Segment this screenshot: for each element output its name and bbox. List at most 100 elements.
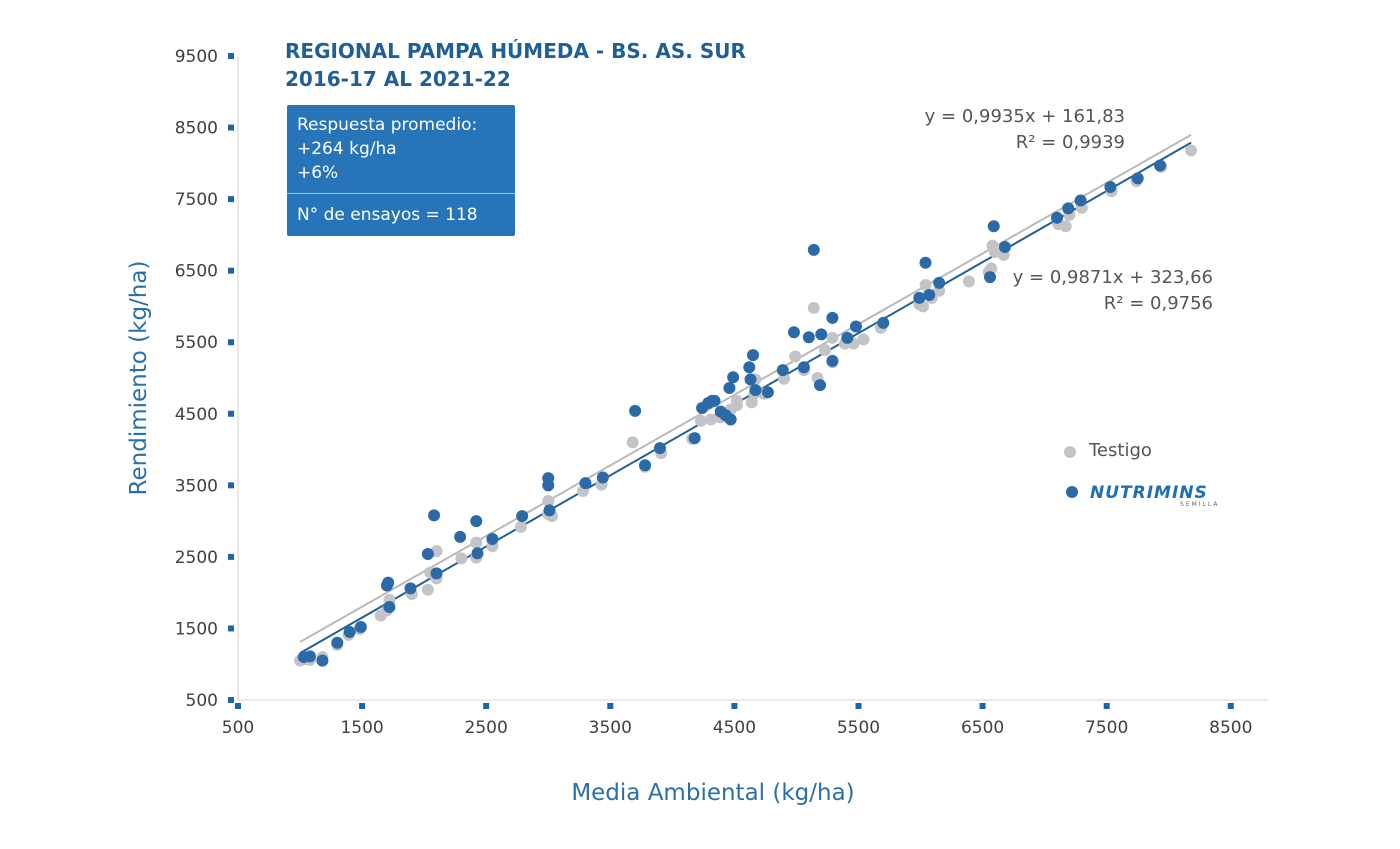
nutrimins-point (579, 477, 592, 490)
nutrimins-point (987, 220, 1000, 233)
y-tick-marker (228, 196, 234, 203)
y-tick-label: 2500 (175, 548, 218, 568)
y-tick-label: 5500 (175, 333, 218, 353)
testigo-point (730, 394, 743, 407)
testigo-point (962, 275, 975, 288)
nutrimins-point (382, 576, 395, 589)
testigo-point (789, 350, 802, 363)
x-tick-label: 6500 (961, 718, 1004, 738)
nutrimins-point (639, 459, 652, 472)
testigo-point (455, 552, 468, 565)
testigo-point (826, 331, 839, 344)
legend-label-nutrimins: NUTRIMINS (1090, 483, 1208, 503)
testigo-point (818, 344, 831, 357)
nutrimins-point (516, 510, 529, 523)
info-line-1: Respuesta promedio: (297, 115, 478, 135)
nutrimins-point (1051, 211, 1064, 224)
chart-title-line-2: 2016-17 AL 2021-22 (285, 67, 511, 91)
x-tick-marker (979, 703, 986, 709)
y-tick-marker (228, 482, 234, 489)
nutrimins-point (421, 548, 434, 561)
y-tick-label: 9500 (175, 47, 218, 67)
nutrimins-point (787, 326, 800, 339)
nutrimins-point (998, 241, 1011, 254)
testigo-point (1059, 220, 1072, 233)
testigo-trend-r2: R² = 0,9756 (1104, 293, 1213, 314)
chart-title-line-1: REGIONAL PAMPA HÚMEDA - BS. AS. SUR (285, 39, 746, 63)
nutrimins-point (486, 533, 499, 545)
y-tick-marker (228, 267, 234, 274)
nutrimins-point (430, 567, 443, 580)
nutrimins-point (303, 650, 316, 663)
nutrimins-logo: NUTRIMINS SEMILLA (1090, 483, 1217, 508)
nutrimins-point (1131, 172, 1144, 185)
nutrimins-point (802, 331, 815, 344)
nutrimins-point (708, 394, 721, 407)
legend-marker-testigo (1064, 446, 1076, 458)
nutrimins-point (316, 654, 329, 667)
nutrimins-point (688, 432, 701, 445)
x-tick-marker (1103, 703, 1110, 709)
data-points (294, 144, 1198, 667)
y-tick-label: 1500 (175, 619, 218, 639)
nutrimins-trend-equation: y = 0,9935x + 161,83 (925, 106, 1125, 127)
y-tick-label: 3500 (175, 476, 218, 496)
nutrimins-point (797, 361, 810, 374)
nutrimins-point (919, 256, 932, 269)
y-tick-marker (228, 697, 234, 703)
x-axis-title: Media Ambiental (kg/ha) (571, 780, 854, 806)
nutrimins-point (404, 582, 417, 595)
nutrimins-point (984, 271, 997, 284)
y-tick-marker (228, 553, 234, 560)
nutrimins-point (761, 386, 774, 399)
info-summary: Respuesta promedio: +264 kg/ha +6% (287, 105, 515, 193)
y-tick-marker (228, 410, 234, 417)
nutrimins-point (727, 371, 740, 384)
legend: Testigo NUTRIMINS SEMILLA (1064, 440, 1217, 508)
nutrimins-point (343, 626, 356, 639)
nutrimins-point (454, 530, 467, 543)
testigo-point (694, 414, 707, 427)
nutrimins-point (747, 349, 759, 362)
x-tick-label: 4500 (713, 718, 756, 738)
x-tick-label: 1500 (340, 718, 383, 738)
x-tick-label: 2500 (465, 718, 508, 738)
nutrimins-point (743, 361, 756, 374)
trendlines (299, 133, 1192, 654)
nutrimins-point (1154, 159, 1167, 172)
nutrimins-point (1074, 194, 1087, 207)
testigo-point (704, 413, 717, 426)
nutrimins-point (331, 636, 344, 649)
testigo-point (626, 436, 639, 449)
chart-axes (228, 53, 1268, 709)
nutrimins-point (724, 413, 737, 426)
x-tick-marker (731, 703, 738, 709)
y-tick-marker (228, 339, 234, 346)
x-tick-marker (1227, 703, 1234, 709)
nutrimins-point (653, 442, 666, 455)
legend-marker-nutrimins (1066, 486, 1078, 498)
x-tick-label: 8500 (1209, 718, 1252, 738)
testigo-point (421, 583, 434, 596)
x-tick-label: 3500 (589, 718, 632, 738)
testigo-point (807, 301, 820, 314)
nutrimins-point (354, 621, 367, 634)
x-tick-label: 500 (222, 718, 254, 738)
nutrimins-point (744, 373, 757, 386)
nutrimins-trend-r2: R² = 0,9939 (1016, 132, 1125, 153)
testigo-point (542, 495, 555, 508)
nutrimins-point (815, 328, 828, 341)
nutrimins-point (826, 354, 839, 367)
x-tick-label: 5500 (837, 718, 880, 738)
nutrimins-point (814, 379, 827, 392)
legend-label-testigo: Testigo (1088, 440, 1152, 461)
y-tick-label: 7500 (175, 190, 218, 210)
nutrimins-trendline (299, 141, 1192, 654)
nutrimins-point (471, 547, 484, 560)
testigo-point (470, 536, 483, 549)
y-tick-label: 500 (186, 691, 218, 711)
y-tick-label: 4500 (175, 405, 218, 425)
nutrimins-point (470, 515, 483, 528)
tick-labels: 500 1500 2500 3500 4500 5500 6500 7500 8500 9500 5… (175, 47, 1253, 738)
